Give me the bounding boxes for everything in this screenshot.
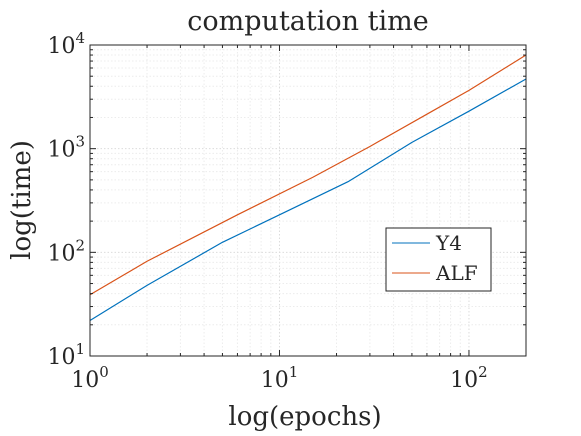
series-layer	[89, 54, 527, 322]
series-line-alf	[89, 54, 527, 296]
x-tick-label: 100	[71, 363, 109, 393]
x-tick-label: 101	[261, 363, 299, 393]
series-line-y4	[89, 78, 527, 322]
legend-label-alf: ALF	[435, 261, 478, 285]
plot-frame	[89, 44, 527, 357]
y-axis-label: log(time)	[7, 140, 37, 260]
legend: Y4 ALF	[385, 227, 492, 292]
y-tick-label: 104	[47, 29, 85, 59]
legend-label-y4: Y4	[435, 231, 462, 255]
y-tick-label: 102	[47, 236, 85, 266]
legend-box	[385, 227, 492, 292]
chart-title: computation time	[187, 6, 428, 37]
y-tick-label: 101	[47, 340, 85, 370]
x-axis-label: log(epochs)	[228, 402, 381, 432]
y-tick-label: 103	[47, 133, 85, 163]
x-tick-label: 102	[450, 363, 488, 393]
ticks	[89, 44, 527, 357]
grid	[90, 45, 526, 356]
